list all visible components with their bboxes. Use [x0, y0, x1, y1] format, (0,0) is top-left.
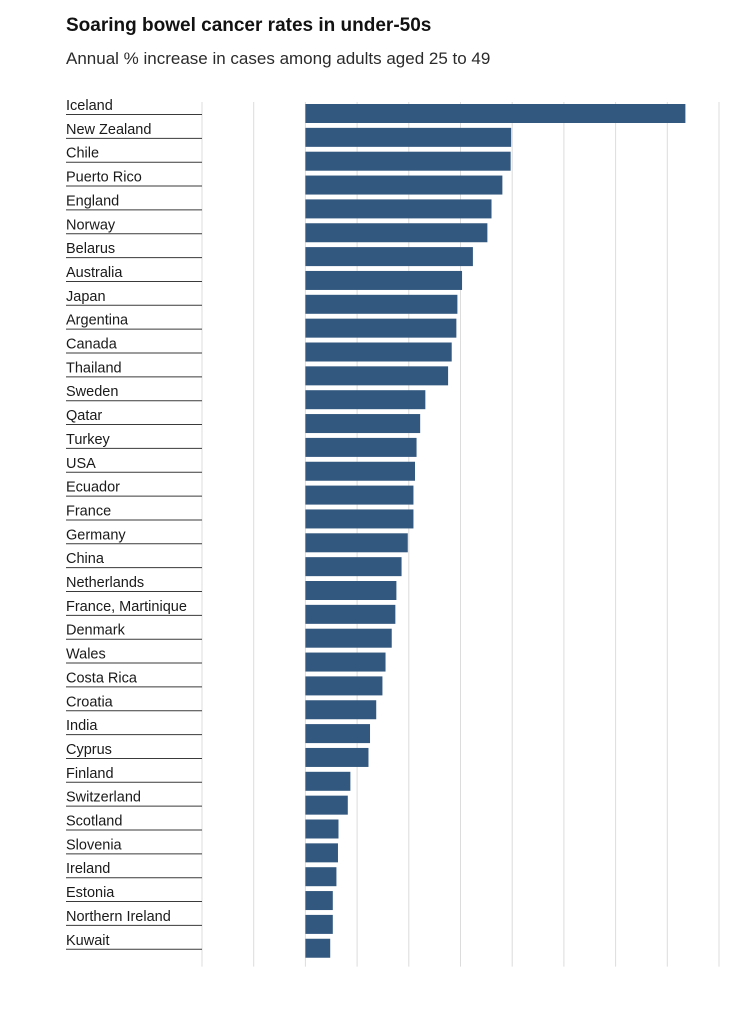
- category-label: Costa Rica: [66, 670, 138, 686]
- category-label: France: [66, 503, 111, 519]
- bar: [305, 390, 426, 410]
- bar: [305, 509, 414, 529]
- bar: [305, 437, 417, 457]
- bar: [305, 127, 512, 147]
- category-label: Netherlands: [66, 575, 144, 591]
- category-label: Switzerland: [66, 790, 141, 806]
- bar: [305, 628, 392, 648]
- bar: [305, 652, 386, 672]
- category-label: Germany: [66, 527, 126, 543]
- category-label: Slovenia: [66, 837, 123, 853]
- bar: [305, 867, 337, 887]
- category-label: Wales: [66, 647, 106, 663]
- category-label: Finland: [66, 766, 114, 782]
- bar: [305, 914, 333, 934]
- category-label: India: [66, 718, 98, 734]
- bar: [305, 223, 488, 243]
- bar: [305, 843, 338, 863]
- category-label: Turkey: [66, 432, 111, 448]
- bar: [305, 270, 463, 290]
- category-label: Japan: [66, 289, 106, 305]
- category-label: England: [66, 193, 119, 209]
- bar: [305, 819, 339, 839]
- gridlines: [201, 102, 720, 967]
- bar: [305, 747, 369, 767]
- category-label: Kuwait: [66, 933, 110, 949]
- category-label: Qatar: [66, 408, 102, 424]
- category-label: USA: [66, 456, 96, 472]
- category-label: Cyprus: [66, 742, 112, 758]
- bar: [305, 247, 473, 267]
- category-label: Scotland: [66, 814, 122, 830]
- bar: [305, 581, 397, 600]
- bar: [305, 414, 421, 434]
- bar: [305, 151, 511, 171]
- bar: [305, 318, 457, 338]
- category-label: Puerto Rico: [66, 170, 142, 186]
- bar: [305, 294, 458, 314]
- bar: [305, 461, 416, 481]
- bar: [305, 891, 333, 911]
- category-label: Norway: [66, 217, 116, 233]
- category-label: Ecuador: [66, 480, 120, 496]
- bar: [305, 724, 371, 744]
- bars: [305, 104, 686, 958]
- bar: [305, 342, 452, 362]
- category-label: Sweden: [66, 384, 118, 400]
- bar: [305, 771, 351, 791]
- bar: [305, 533, 408, 553]
- bar: [305, 676, 383, 696]
- category-label: Denmark: [66, 623, 126, 639]
- chart-subtitle: Annual % increase in cases among adults …: [66, 49, 491, 68]
- category-label: Northern Ireland: [66, 909, 171, 925]
- bar: [305, 175, 503, 195]
- chart-title: Soaring bowel cancer rates in under-50s: [66, 15, 432, 36]
- category-label: Belarus: [66, 241, 115, 257]
- category-label: China: [66, 551, 105, 567]
- bar: [305, 366, 449, 386]
- bar: [305, 104, 686, 123]
- category-label: Croatia: [66, 694, 114, 710]
- category-label: France, Martinique: [66, 599, 187, 615]
- category-label: Ireland: [66, 861, 110, 877]
- category-label: Canada: [66, 337, 118, 353]
- category-label: New Zealand: [66, 122, 151, 138]
- bar: [305, 938, 331, 958]
- bar: [305, 485, 414, 505]
- bar: [305, 557, 402, 577]
- bar: [305, 604, 396, 624]
- bar: [305, 795, 348, 815]
- category-label: Argentina: [66, 313, 129, 329]
- bar: [305, 199, 492, 219]
- category-label: Estonia: [66, 885, 115, 901]
- category-label: Iceland: [66, 98, 113, 114]
- category-label: Thailand: [66, 360, 122, 376]
- category-labels: Iceland New Zealand Chile Puerto Rico Englan…: [66, 98, 202, 950]
- category-label: Australia: [66, 265, 123, 281]
- category-label: Chile: [66, 146, 99, 162]
- bar: [305, 700, 377, 720]
